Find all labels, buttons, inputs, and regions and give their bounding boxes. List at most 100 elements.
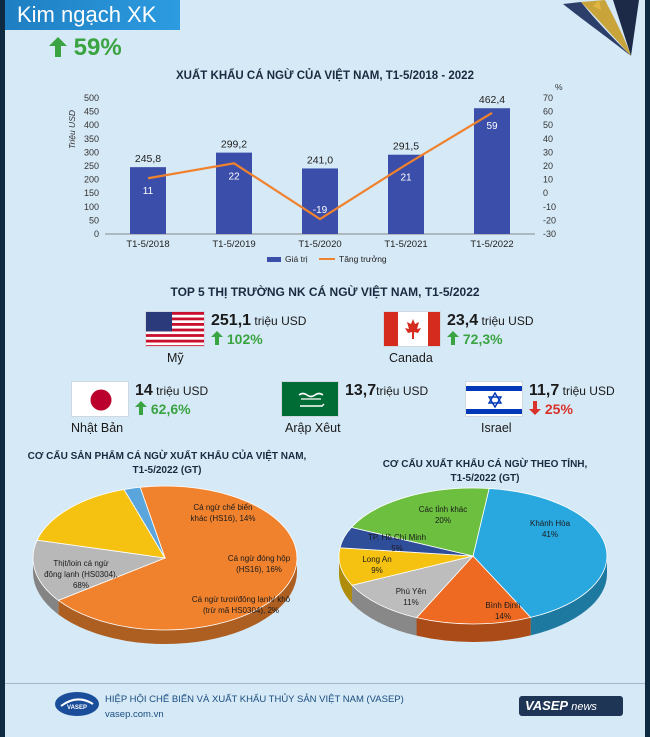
growth-value: 59% [73,34,122,61]
y-tick-label: 0 [94,229,99,239]
y2-tick-label: 50 [543,120,553,130]
y2-tick-label: -20 [543,215,556,225]
y2-tick-label: 10 [543,175,553,185]
pie-slice-side [58,558,297,644]
bar-value-label: 462,4 [479,94,505,106]
footer-organization: HIỆP HỘI CHẾ BIẾN VÀ XUẤT KHẨU THỦY SẢN … [105,694,404,705]
x-tick-label: T1-5/2018 [126,239,169,250]
pie-slice-label: đông lạnh (HS0304), [44,570,118,579]
y-tick-label: 500 [84,93,99,103]
tuna-fish-icon [563,0,639,56]
market-name: Arập Xêut [285,421,341,435]
usa-flag-icon [145,311,205,347]
pie-slice-label: Cá ngừ tươi/đông lạnh/ khô [192,595,291,604]
pie-slice-label: 5% [391,544,403,553]
pie-slice [123,486,166,559]
pie-slice-label: 11% [403,598,418,607]
pie-slice-side [339,556,353,604]
infographic: Kim ngạch XK 59% XUẤT KHẨU CÁ NGỪ CỦA VI… [5,0,645,737]
pie-chart-products: Thịt/loin cá ngừ đông lạnh (HS0304), 68% Cá… [32,485,298,644]
bar-value-label: 299,2 [221,139,247,151]
market-value: 11,7 triệu USD [529,382,615,399]
market-change: 72,3% [447,331,503,347]
japan-flag-icon [71,381,129,417]
footer-divider [5,683,645,684]
x-tick-label: T1-5/2019 [212,239,255,250]
pie-slice-label: (trừ mã HS0304), 2% [203,606,279,615]
logo-text: VASEP [67,705,87,711]
pie-slice-label: 41% [542,530,558,539]
bar [302,168,338,234]
y-tick-label: 400 [84,120,99,130]
pie-slice-label: 9% [371,566,383,575]
growth-indicator: 59% [49,34,122,62]
pie-slice [415,555,532,625]
footer-website[interactable]: vasep.com.vn [105,709,164,720]
y-tick-label: 450 [84,107,99,117]
market-name: Mỹ [167,351,184,365]
pie-slice-label: Cá ngừ đóng hộp [228,554,291,563]
pie-slice [57,485,298,631]
bar-value-label: 245,8 [135,153,161,165]
market-value: 23,4 triệu USD [447,312,534,329]
pie-slice-label: Cá ngừ chế biến [193,503,252,512]
y2-tick-label: -10 [543,202,556,212]
y-tick-label: 200 [84,175,99,185]
pie-product-title: CƠ CẤU SẢN PHẨM CÁ NGỪ XUẤT KHẨU CỦA VIỆ… [27,451,307,476]
pie-slice-label: 20% [435,516,451,525]
saudi-flag-icon [281,381,339,417]
legend-label: Tăng trưởng [339,254,387,264]
pie-slice-label: Long An [362,555,391,564]
market-value: 13,7triệu USD [345,382,429,399]
pie-slice-side [530,556,607,636]
pie-slice-label: Khánh Hòa [530,519,571,528]
y-axis-label: Triệu USD [67,110,77,149]
pie-slice-label: 14% [495,612,511,621]
y2-axis-label: % [555,84,563,92]
y2-tick-label: 60 [543,107,553,117]
pie-slice-label: khác (HS16), 14% [191,514,256,523]
y-tick-label: 350 [84,134,99,144]
canada-flag-icon [383,311,441,347]
pie-slice-side [416,617,531,642]
arrow-up-icon [211,331,223,345]
y2-tick-label: 20 [543,161,553,171]
pie-slice-side [33,558,59,615]
vasep-news-badge: VASEP news [519,696,623,716]
pie-slice-label: TP. Hồ Chí Minh [368,533,426,542]
chart-title: XUẤT KHẨU CÁ NGỪ CỦA VIỆT NAM, T1-5/2018… [176,70,474,82]
y2-tick-label: 70 [543,93,553,103]
bar [130,167,166,234]
y2-tick-label: -30 [543,229,556,239]
legend-label: Giá trị [285,254,308,264]
market-name: Israel [481,421,512,435]
market-value: 251,1 triệu USD [211,312,307,329]
y-tick-label: 300 [84,147,99,157]
pie-slice [472,488,608,618]
growth-value-label: 22 [228,171,240,182]
growth-value-label: -19 [313,205,328,216]
arrow-up-icon [49,37,67,57]
pie-slice [350,487,490,557]
growth-value-label: 21 [400,173,412,184]
israel-flag-icon [465,381,523,417]
vasep-logo-icon: VASEP [55,692,99,716]
bar [388,154,424,234]
market-name: Nhật Bản [71,421,124,435]
y-tick-label: 150 [84,188,99,198]
pie-slice-label: Các tỉnh khác [419,505,467,514]
bar-value-label: 291,5 [393,141,419,153]
market-japan: 14 triệu USD 62,6% Nhật Bản [71,381,271,441]
pie-slice [36,489,166,559]
pie-slice-label: 68% [73,581,89,590]
x-tick-label: T1-5/2022 [470,239,513,250]
pie-slice [32,539,167,601]
market-name: Canada [389,351,433,365]
market-canada: 23,4 triệu USD 72,3% Canada [383,311,583,371]
market-israel: 11,7 triệu USD 25% Israel [465,381,635,441]
pie-slice [351,555,475,619]
markets-title: TOP 5 THỊ TRƯỜNG NK CÁ NGỪ VIỆT NAM, T1-… [170,285,480,299]
y2-tick-label: 40 [543,134,553,144]
bar-line-chart: 0 50 100 150 200 250 300 350 400 450 500 -30 -20 -10 0… [67,84,563,264]
market-change: 102% [211,331,263,347]
